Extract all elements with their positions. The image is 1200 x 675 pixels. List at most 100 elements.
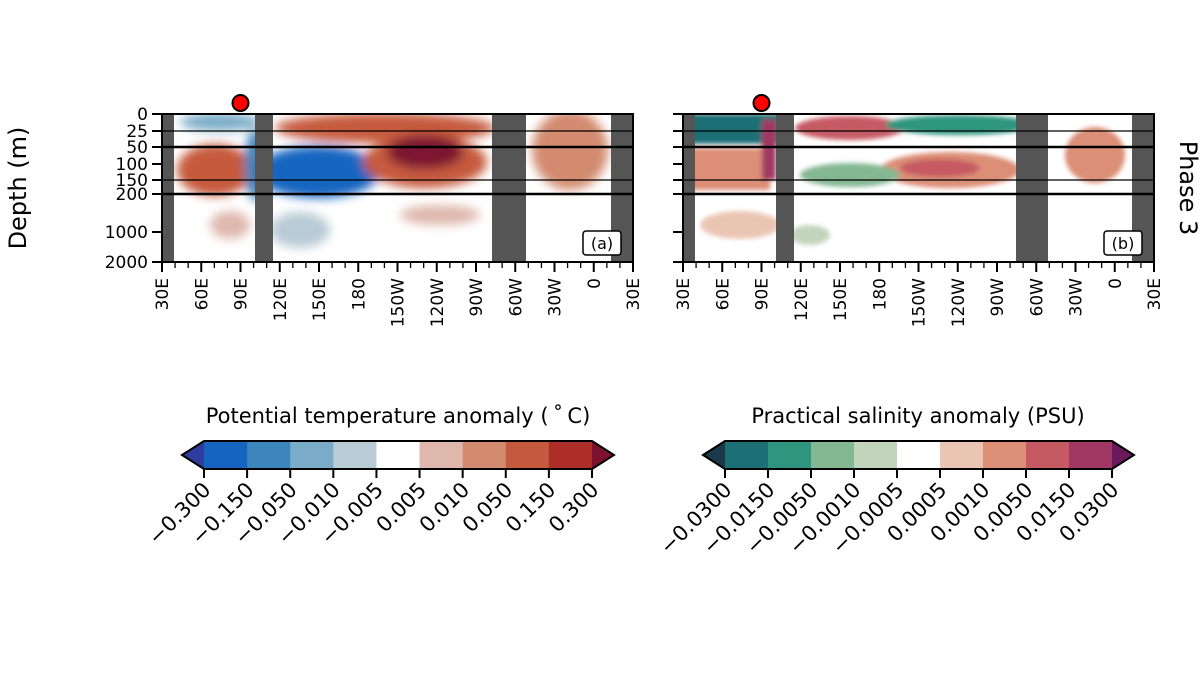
salt-fresh-west-pacific bbox=[800, 163, 900, 187]
x-tick-label: 90W bbox=[467, 278, 487, 317]
x-tick-label: 180 bbox=[870, 278, 890, 310]
x-tick-label: 30W bbox=[1067, 278, 1087, 317]
y-tick-label: 200 bbox=[116, 185, 148, 205]
colorbar-bin bbox=[333, 441, 377, 469]
y-tick-label: 2000 bbox=[105, 253, 148, 273]
temp-cold-west-pacific bbox=[256, 146, 380, 198]
x-tick-label: 0 bbox=[585, 278, 605, 289]
temp-cool-indian-surface bbox=[180, 114, 260, 131]
x-tick-label: 30W bbox=[546, 278, 566, 317]
colorbar-extend-min bbox=[703, 441, 725, 469]
panel-b: 30E 60E 90E 120E 150E 180 150W 120W 90W 60W 30W 0 30… bbox=[673, 94, 1165, 327]
x-tick-label: 180 bbox=[349, 278, 369, 310]
temp-deep-blue-patches bbox=[270, 212, 330, 248]
colorbar-extend-max bbox=[1112, 441, 1134, 469]
colorbar-bin bbox=[897, 441, 941, 469]
colorbar-a-label: Potential temperature anomaly ( ˚ C) bbox=[206, 404, 591, 428]
land-mask-africa-east bbox=[611, 114, 633, 262]
colorbar-b: −0.0300−0.0150−0.0050−0.0010−0.00050.000… bbox=[655, 440, 1136, 559]
salt-deep-patches bbox=[700, 211, 780, 239]
y-tick-label: 1000 bbox=[105, 223, 148, 243]
colorbar-bin bbox=[462, 441, 507, 469]
row-label: Phase 3 bbox=[1174, 141, 1200, 236]
salt-deep-green-patches bbox=[790, 225, 830, 245]
salt-fresh-pacific-surface bbox=[885, 115, 1035, 135]
temperature-anomaly-field bbox=[177, 114, 608, 248]
x-tick-label: 150W bbox=[389, 278, 409, 327]
salt-salty-atlantic bbox=[1065, 127, 1125, 183]
panel-b-field bbox=[683, 114, 1154, 262]
land-mask-americas bbox=[492, 114, 526, 262]
y-tick-label: 25 bbox=[126, 122, 148, 142]
x-tick-label: 30E bbox=[1145, 278, 1165, 310]
colorbar-bin bbox=[419, 441, 464, 469]
y-tick-label: 50 bbox=[126, 138, 148, 158]
x-tick-label: 120W bbox=[949, 278, 969, 327]
colorbar-bin bbox=[548, 441, 593, 469]
colorbar-bin bbox=[247, 441, 291, 469]
x-tick-label: 30E bbox=[153, 278, 173, 310]
temp-warm-pacific-surface bbox=[275, 114, 495, 143]
panel-b-label: (b) bbox=[1112, 234, 1135, 253]
location-marker bbox=[752, 94, 771, 112]
x-tick-label: 90E bbox=[753, 278, 773, 310]
salinity-anomaly-field bbox=[690, 114, 1125, 245]
y-tick-label: 150 bbox=[116, 171, 148, 191]
x-tick-label: 120W bbox=[428, 278, 448, 327]
colorbar-b-label: Practical salinity anomaly (PSU) bbox=[751, 404, 1084, 428]
x-tick-label: 60E bbox=[192, 278, 212, 310]
x-tick-label: 0 bbox=[1106, 278, 1126, 289]
x-tick-label: 150E bbox=[831, 278, 851, 321]
x-tick-label: 150W bbox=[910, 278, 930, 327]
colorbar-bin bbox=[725, 441, 769, 469]
land-mask-b-africa-east bbox=[1132, 114, 1154, 262]
temp-deep-warm-patches-east bbox=[400, 205, 480, 225]
colorbar-bin bbox=[505, 441, 550, 469]
colorbar-bin bbox=[290, 441, 334, 469]
colorbar-tick-label: 0.300 bbox=[544, 478, 603, 537]
colorbar-bin bbox=[1026, 441, 1070, 469]
salt-core-east-pacific bbox=[900, 159, 980, 177]
temp-deep-warm-patches bbox=[210, 211, 250, 239]
temp-warm-indian bbox=[177, 144, 253, 196]
x-tick-label: 60W bbox=[506, 278, 526, 317]
x-tick-label: 60E bbox=[713, 278, 733, 310]
y-tick-label: 0 bbox=[137, 105, 148, 125]
panel-a-field bbox=[162, 114, 633, 262]
temp-warm-atlantic bbox=[532, 114, 608, 190]
land-mask-b-africa bbox=[683, 114, 695, 262]
colorbar-bin bbox=[811, 441, 855, 469]
x-tick-label: 30E bbox=[624, 278, 644, 310]
colorbar-bin bbox=[940, 441, 984, 469]
y-tick-label: 100 bbox=[116, 155, 148, 175]
land-mask-b-americas bbox=[1016, 114, 1048, 262]
x-tick-label: 120E bbox=[271, 278, 291, 321]
salt-salty-indian-sub bbox=[690, 148, 770, 190]
panel-a-label-box: (a) bbox=[582, 230, 622, 256]
salt-salty-west-pacific-surface bbox=[795, 116, 905, 140]
panel-a-label: (a) bbox=[591, 234, 613, 253]
colorbar-bin bbox=[983, 441, 1027, 469]
colorbar-extend-min bbox=[182, 441, 204, 469]
y-axis-label: Depth (m) bbox=[4, 127, 32, 250]
land-mask-africa bbox=[162, 114, 174, 262]
x-tick-label: 60W bbox=[1027, 278, 1047, 317]
location-marker bbox=[231, 94, 250, 112]
colorbar-bin bbox=[376, 441, 421, 469]
x-tick-label: 150E bbox=[310, 278, 330, 321]
colorbar-a: −0.300−0.150−0.050−0.010−0.0050.0050.010… bbox=[144, 440, 616, 549]
panel-b-label-box: (b) bbox=[1103, 230, 1143, 256]
x-tick-label: 30E bbox=[674, 278, 694, 310]
colorbar-extend-max bbox=[592, 441, 614, 469]
x-tick-label: 90E bbox=[232, 278, 252, 310]
x-tick-label: 90W bbox=[988, 278, 1008, 317]
colorbar-bin bbox=[768, 441, 812, 469]
salt-salty-maritime bbox=[762, 120, 776, 180]
temp-hot-east-pacific-core bbox=[387, 135, 463, 169]
land-mask-b-maritime-continent bbox=[776, 114, 794, 262]
land-mask-maritime-continent bbox=[255, 114, 273, 262]
colorbar-bin bbox=[1069, 441, 1113, 469]
colorbar-bin bbox=[204, 441, 248, 469]
